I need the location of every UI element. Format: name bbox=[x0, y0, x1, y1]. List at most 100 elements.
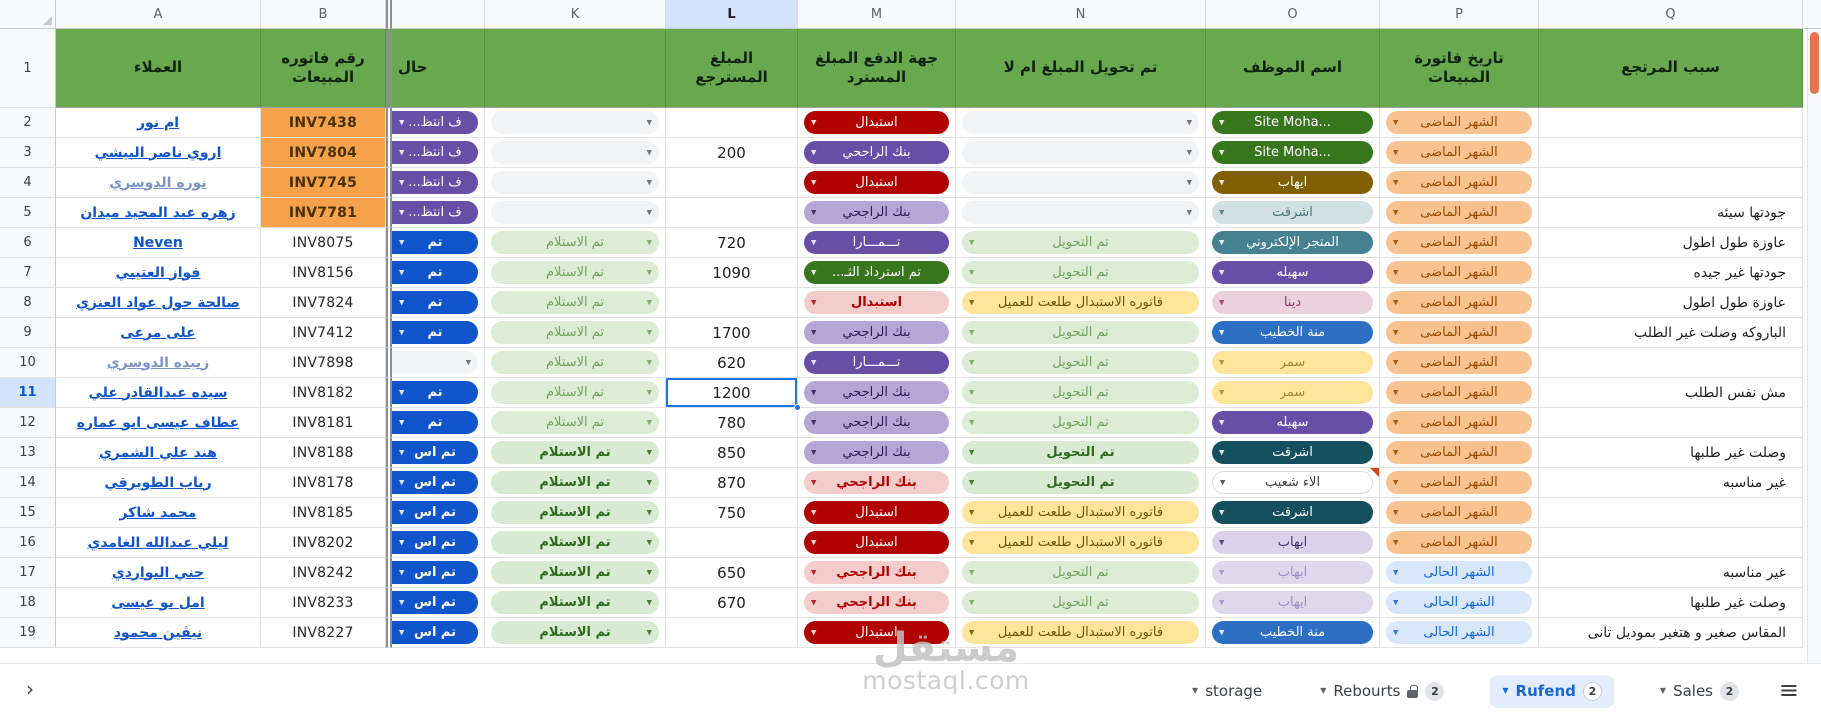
cell-L-7[interactable]: 1090 bbox=[666, 258, 798, 288]
cell-K-5[interactable]: ▼ bbox=[485, 198, 666, 228]
dropdown-chip[interactable]: ▼ الشهر الحالى bbox=[1386, 621, 1532, 644]
dropdown-chip[interactable]: ▼ الشهر الماضى bbox=[1386, 351, 1532, 374]
cell-P-16[interactable]: ▼ الشهر الماضى bbox=[1380, 528, 1539, 558]
cell-O-9[interactable]: ▼ منة الخطيب bbox=[1206, 318, 1380, 348]
column-header-K[interactable]: K bbox=[485, 0, 666, 29]
cell-A-3[interactable]: اروي ناصر البيشي bbox=[56, 138, 261, 168]
cell-M-18[interactable]: ▼ بنك الراجحي bbox=[798, 588, 956, 618]
cell-M-12[interactable]: ▼ بنك الراجحي bbox=[798, 408, 956, 438]
empty-dropdown-chip[interactable]: ▼ bbox=[491, 111, 659, 134]
dropdown-chip[interactable]: ▼ اشرقت bbox=[1212, 441, 1373, 464]
header-employee[interactable]: اسم الموظف bbox=[1206, 29, 1380, 108]
cell-A-8[interactable]: صالحة حول عواد العنزي bbox=[56, 288, 261, 318]
cell-L-2[interactable] bbox=[666, 108, 798, 138]
cell-L-16[interactable] bbox=[666, 528, 798, 558]
row-header-14[interactable]: 14 bbox=[0, 468, 56, 498]
empty-dropdown-chip[interactable]: ▼ bbox=[962, 111, 1199, 134]
cell-K-19[interactable]: ▼ تم الاستلام bbox=[485, 618, 666, 648]
cell-hidden-11[interactable]: ▼ تم bbox=[392, 378, 485, 408]
header-received[interactable] bbox=[485, 29, 666, 108]
cell-K-16[interactable]: ▼ تم الاستلام bbox=[485, 528, 666, 558]
header-invoice[interactable]: رقم فاتوره المبيعات bbox=[261, 29, 386, 108]
cell-K-9[interactable]: ▼ تم الاستلام bbox=[485, 318, 666, 348]
cell-N-4[interactable]: ▼ bbox=[956, 168, 1206, 198]
dropdown-chip[interactable]: ▼ تم اس bbox=[392, 441, 478, 464]
cell-L-6[interactable]: 720 bbox=[666, 228, 798, 258]
dropdown-chip[interactable]: ▼ الشهر الماضى bbox=[1386, 111, 1532, 134]
header-reason[interactable]: سبب المرتجع bbox=[1539, 29, 1803, 108]
cell-M-3[interactable]: ▼ بنك الراجحي bbox=[798, 138, 956, 168]
dropdown-chip[interactable]: ▼ Site Moha... bbox=[1212, 141, 1373, 164]
cell-P-4[interactable]: ▼ الشهر الماضى bbox=[1380, 168, 1539, 198]
cell-P-19[interactable]: ▼ الشهر الحالى bbox=[1380, 618, 1539, 648]
cell-P-13[interactable]: ▼ الشهر الماضى bbox=[1380, 438, 1539, 468]
cell-P-8[interactable]: ▼ الشهر الماضى bbox=[1380, 288, 1539, 318]
cell-A-4[interactable]: نوره الدوسري bbox=[56, 168, 261, 198]
cell-Q-6[interactable]: عاوزة طول اطول bbox=[1539, 228, 1803, 258]
cell-N-10[interactable]: ▼ تم التحويل bbox=[956, 348, 1206, 378]
cell-L-19[interactable] bbox=[666, 618, 798, 648]
cell-A-16[interactable]: ليلي عبدالله الغامدي bbox=[56, 528, 261, 558]
cell-A-13[interactable]: هند علي الشمري bbox=[56, 438, 261, 468]
column-header-P[interactable]: P bbox=[1380, 0, 1539, 29]
dropdown-chip[interactable]: ▼ ايهاب bbox=[1212, 171, 1373, 194]
cell-B-15[interactable]: INV8185 bbox=[261, 498, 386, 528]
cell-K-15[interactable]: ▼ تم الاستلام bbox=[485, 498, 666, 528]
cell-P-15[interactable]: ▼ الشهر الماضى bbox=[1380, 498, 1539, 528]
cell-K-14[interactable]: ▼ تم الاستلام bbox=[485, 468, 666, 498]
cell-hidden-14[interactable]: ▼ تم اس bbox=[392, 468, 485, 498]
dropdown-chip[interactable]: ▼ تـــمـــارا bbox=[804, 351, 949, 374]
row-header-11[interactable]: 11 bbox=[0, 378, 56, 408]
row-header-7[interactable]: 7 bbox=[0, 258, 56, 288]
header-status[interactable]: حال bbox=[392, 29, 485, 108]
cell-P-18[interactable]: ▼ الشهر الحالى bbox=[1380, 588, 1539, 618]
row-header-1[interactable]: 1 bbox=[0, 29, 56, 108]
dropdown-chip[interactable]: ▼ الاء شعيب bbox=[1212, 471, 1373, 494]
cell-O-13[interactable]: ▼ اشرقت bbox=[1206, 438, 1380, 468]
cell-A-18[interactable]: امل بو عيسى bbox=[56, 588, 261, 618]
row-header-4[interactable]: 4 bbox=[0, 168, 56, 198]
customer-link[interactable]: فواز العتيبي bbox=[115, 264, 201, 281]
customer-link[interactable]: رباب الطويرقي bbox=[104, 474, 212, 491]
dropdown-chip[interactable]: ▼ بنك الراجحي bbox=[804, 201, 949, 224]
dropdown-chip[interactable]: ▼ تم الاستلام bbox=[491, 441, 659, 464]
cell-L-3[interactable]: 200 bbox=[666, 138, 798, 168]
empty-dropdown-chip[interactable]: ▼ bbox=[491, 141, 659, 164]
cell-M-16[interactable]: ▼ استبدال bbox=[798, 528, 956, 558]
cell-hidden-10[interactable]: ▼ bbox=[392, 348, 485, 378]
column-header-A[interactable]: A bbox=[56, 0, 261, 29]
empty-dropdown-chip[interactable]: ▼ bbox=[392, 351, 478, 374]
cell-O-8[interactable]: ▼ دينا bbox=[1206, 288, 1380, 318]
dropdown-chip[interactable]: ▼ الشهر الحالى bbox=[1386, 561, 1532, 584]
cell-M-19[interactable]: ▼ استبدال bbox=[798, 618, 956, 648]
customer-link[interactable]: هند علي الشمري bbox=[99, 444, 217, 461]
customer-link[interactable]: سيده عبدالقادر علي bbox=[88, 384, 228, 401]
dropdown-chip[interactable]: ▼ تم التحويل bbox=[962, 591, 1199, 614]
cell-Q-12[interactable] bbox=[1539, 408, 1803, 438]
dropdown-chip[interactable]: ▼ تم التحويل bbox=[962, 231, 1199, 254]
cell-Q-14[interactable]: غير مناسبه bbox=[1539, 468, 1803, 498]
dropdown-chip[interactable]: ▼ الشهر الماضى bbox=[1386, 291, 1532, 314]
cell-L-12[interactable]: 780 bbox=[666, 408, 798, 438]
cell-P-12[interactable]: ▼ الشهر الماضى bbox=[1380, 408, 1539, 438]
cell-K-2[interactable]: ▼ bbox=[485, 108, 666, 138]
cell-B-8[interactable]: INV7824 bbox=[261, 288, 386, 318]
column-header-hidden[interactable] bbox=[392, 0, 485, 29]
row-header-16[interactable]: 16 bbox=[0, 528, 56, 558]
cell-O-15[interactable]: ▼ اشرقت bbox=[1206, 498, 1380, 528]
row-header-13[interactable]: 13 bbox=[0, 438, 56, 468]
cell-hidden-7[interactable]: ▼ تم bbox=[392, 258, 485, 288]
empty-dropdown-chip[interactable]: ▼ bbox=[962, 201, 1199, 224]
cell-B-14[interactable]: INV8178 bbox=[261, 468, 386, 498]
dropdown-chip[interactable]: ▼ الشهر الماضى bbox=[1386, 261, 1532, 284]
cell-P-14[interactable]: ▼ الشهر الماضى bbox=[1380, 468, 1539, 498]
cell-L-14[interactable]: 870 bbox=[666, 468, 798, 498]
cell-K-13[interactable]: ▼ تم الاستلام bbox=[485, 438, 666, 468]
cell-L-4[interactable] bbox=[666, 168, 798, 198]
dropdown-chip[interactable]: ▼ تم التحويل bbox=[962, 261, 1199, 284]
cell-N-14[interactable]: ▼ تم التحويل bbox=[956, 468, 1206, 498]
cell-P-6[interactable]: ▼ الشهر الماضى bbox=[1380, 228, 1539, 258]
cell-O-17[interactable]: ▼ ايهاب bbox=[1206, 558, 1380, 588]
dropdown-chip[interactable]: ▼ ايهاب bbox=[1212, 531, 1373, 554]
cell-Q-5[interactable]: جودتها سيئه bbox=[1539, 198, 1803, 228]
